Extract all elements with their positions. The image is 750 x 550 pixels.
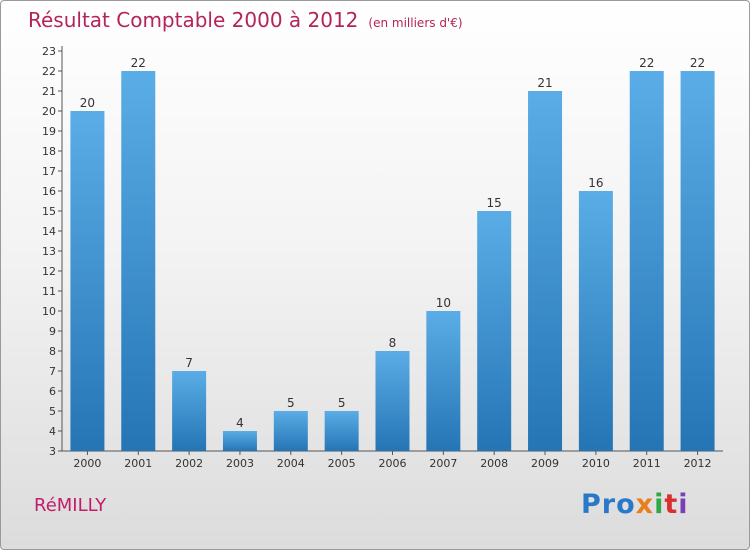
data-label: 21 xyxy=(537,76,552,90)
y-tick-label: 7 xyxy=(49,365,56,378)
x-tick-label: 2000 xyxy=(73,457,101,470)
x-tick-label: 2004 xyxy=(277,457,305,470)
y-tick-label: 13 xyxy=(42,245,56,258)
y-tick-label: 8 xyxy=(49,345,56,358)
x-tick-label: 2012 xyxy=(684,457,712,470)
chart-subtitle: (en milliers d'€) xyxy=(368,16,463,30)
y-tick-label: 17 xyxy=(42,165,56,178)
y-tick-label: 16 xyxy=(42,185,56,198)
y-tick-label: 23 xyxy=(42,45,56,58)
logo-part: i xyxy=(678,489,689,520)
y-tick-label: 15 xyxy=(42,205,56,218)
chart-axes: 3 4 5 6 7 8 9 10 11 12 13 14 15 16 17 18 19 20 21 22 23 2000 2… xyxy=(42,45,723,470)
bar xyxy=(680,71,715,451)
data-label: 10 xyxy=(436,296,451,310)
x-tick-label: 2010 xyxy=(582,457,610,470)
chart-title: Résultat Comptable 2000 à 2012 (en millie… xyxy=(28,8,463,32)
bar xyxy=(375,351,410,451)
logo-part: i xyxy=(654,489,665,520)
y-tick-label: 20 xyxy=(42,105,56,118)
y-tick-label: 22 xyxy=(42,65,56,78)
proxiti-logo: Proxiti xyxy=(581,489,689,520)
x-tick-label: 2009 xyxy=(531,457,559,470)
y-tick-label: 11 xyxy=(42,285,56,298)
logo-part: Pro xyxy=(581,489,636,520)
bar xyxy=(578,191,613,451)
bar xyxy=(222,431,257,451)
y-tick-label: 5 xyxy=(49,405,56,418)
bar xyxy=(324,411,359,451)
town-name: RéMILLY xyxy=(34,495,107,516)
data-label: 22 xyxy=(690,56,705,70)
x-tick-label: 2002 xyxy=(175,457,203,470)
y-tick-label: 9 xyxy=(49,325,56,338)
y-tick-label: 12 xyxy=(42,265,56,278)
bar xyxy=(121,71,156,451)
x-tick-label: 2003 xyxy=(226,457,254,470)
y-tick-label: 6 xyxy=(49,385,56,398)
x-tick-label: 2005 xyxy=(328,457,356,470)
y-tick-label: 19 xyxy=(42,125,56,138)
data-label: 4 xyxy=(236,416,244,430)
bar xyxy=(172,371,207,451)
y-tick-label: 18 xyxy=(42,145,56,158)
data-label: 20 xyxy=(80,96,95,110)
chart-data-labels: 20 22 7 4 5 5 8 10 15 21 16 22 22 xyxy=(80,56,705,430)
data-label: 16 xyxy=(588,176,603,190)
data-label: 7 xyxy=(185,356,193,370)
data-label: 22 xyxy=(131,56,146,70)
logo-part: x xyxy=(635,489,655,520)
y-tick-label: 14 xyxy=(42,225,56,238)
data-label: 8 xyxy=(389,336,397,350)
y-tick-label: 4 xyxy=(49,425,56,438)
data-label: 5 xyxy=(287,396,295,410)
y-tick-label: 21 xyxy=(42,85,56,98)
data-label: 5 xyxy=(338,396,346,410)
bar xyxy=(426,311,461,451)
chart-title-text: Résultat Comptable 2000 à 2012 xyxy=(28,8,359,32)
bar xyxy=(70,111,105,451)
bar xyxy=(629,71,664,451)
x-tick-label: 2011 xyxy=(633,457,661,470)
data-label: 15 xyxy=(487,196,502,210)
bar xyxy=(477,211,512,451)
logo-part: t xyxy=(664,489,679,520)
bar xyxy=(273,411,308,451)
x-tick-label: 2001 xyxy=(124,457,152,470)
data-label: 22 xyxy=(639,56,654,70)
y-tick-label: 3 xyxy=(49,445,56,458)
y-tick-label: 10 xyxy=(42,305,56,318)
x-tick-label: 2006 xyxy=(379,457,407,470)
x-tick-label: 2007 xyxy=(429,457,457,470)
chart-bars xyxy=(70,71,715,451)
x-tick-label: 2008 xyxy=(480,457,508,470)
bar xyxy=(528,91,563,451)
